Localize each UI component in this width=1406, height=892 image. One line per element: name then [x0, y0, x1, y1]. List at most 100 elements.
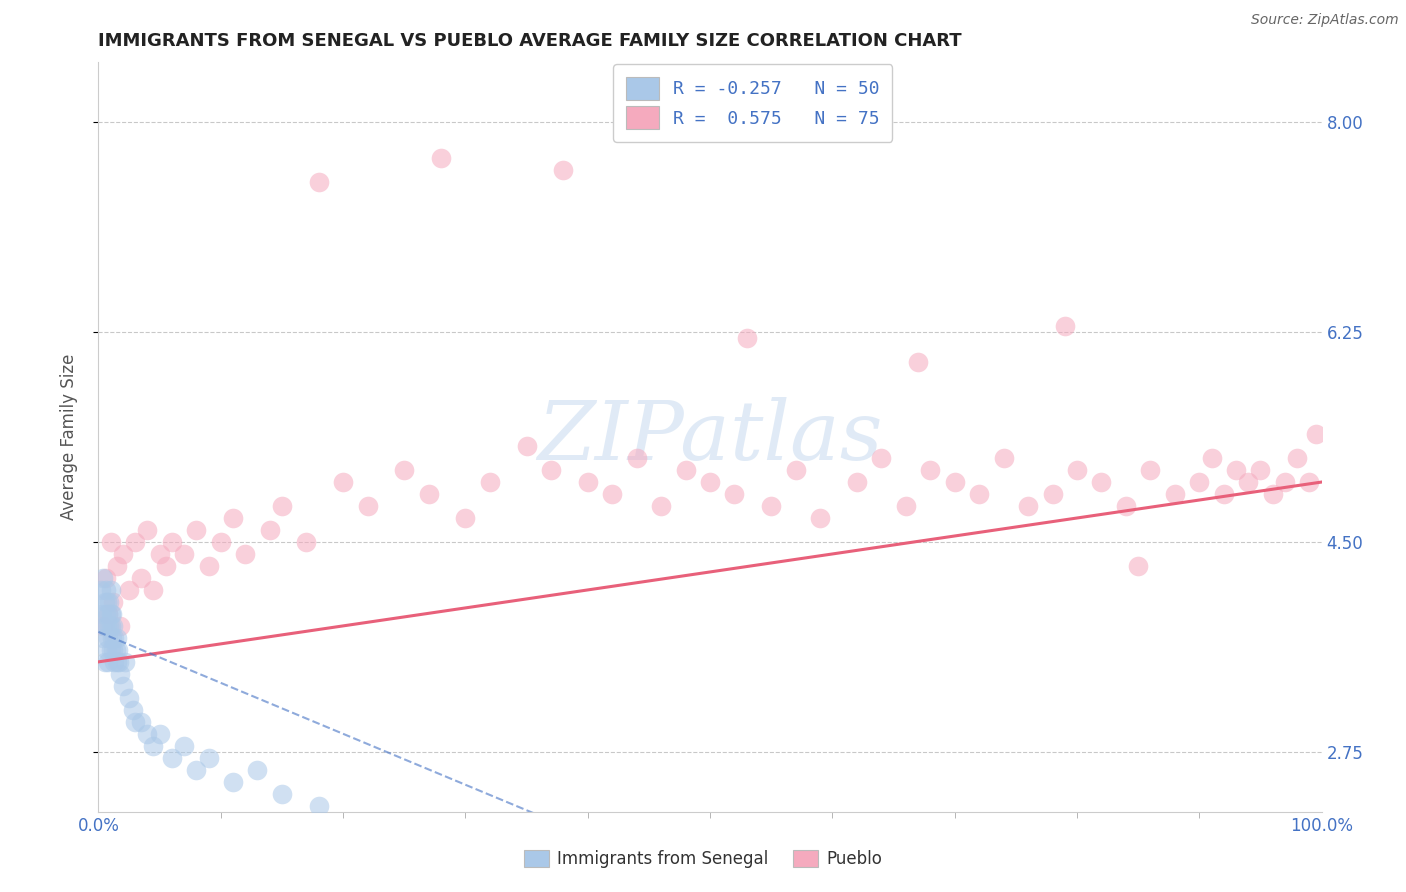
- Point: [110, 666, 132, 681]
- Point: [1274, 475, 1296, 489]
- Point: [197, 558, 219, 573]
- Point: [1042, 487, 1064, 501]
- Point: [160, 535, 183, 549]
- Point: [91, 619, 114, 633]
- Point: [100, 607, 122, 621]
- Point: [1250, 463, 1272, 477]
- Point: [91, 607, 114, 621]
- Point: [124, 714, 146, 729]
- Point: [108, 655, 131, 669]
- Point: [121, 703, 143, 717]
- Point: [142, 739, 165, 753]
- Point: [894, 499, 917, 513]
- Point: [103, 631, 125, 645]
- Point: [118, 582, 141, 597]
- Point: [392, 463, 416, 477]
- Point: [101, 607, 124, 621]
- Point: [111, 547, 134, 561]
- Point: [129, 714, 152, 729]
- Point: [650, 499, 672, 513]
- Point: [808, 511, 831, 525]
- Point: [1053, 319, 1076, 334]
- Point: [418, 487, 440, 501]
- Point: [967, 487, 990, 501]
- Point: [97, 631, 120, 645]
- Point: [111, 679, 134, 693]
- Point: [98, 619, 121, 633]
- Point: [1164, 487, 1187, 501]
- Point: [136, 523, 159, 537]
- Point: [100, 643, 122, 657]
- Point: [1066, 463, 1088, 477]
- Point: [103, 655, 125, 669]
- Point: [149, 727, 172, 741]
- Point: [222, 774, 245, 789]
- Point: [90, 582, 112, 597]
- Point: [1139, 463, 1161, 477]
- Point: [270, 499, 294, 513]
- Point: [907, 355, 929, 369]
- Point: [943, 475, 966, 489]
- Point: [785, 463, 807, 477]
- Point: [1115, 499, 1137, 513]
- Point: [675, 463, 697, 477]
- Point: [101, 631, 124, 645]
- Point: [1212, 487, 1234, 501]
- Point: [97, 607, 120, 621]
- Point: [735, 331, 758, 345]
- Point: [1237, 475, 1260, 489]
- Point: [870, 451, 893, 466]
- Point: [1090, 475, 1112, 489]
- Point: [761, 499, 783, 513]
- Point: [699, 475, 721, 489]
- Point: [94, 607, 117, 621]
- Point: [136, 727, 159, 741]
- Point: [1188, 475, 1211, 489]
- Point: [96, 643, 118, 657]
- Point: [96, 595, 118, 609]
- Point: [97, 607, 120, 621]
- Point: [222, 511, 245, 525]
- Point: [155, 558, 177, 573]
- Point: [845, 475, 868, 489]
- Point: [1305, 427, 1327, 442]
- Point: [93, 655, 115, 669]
- Point: [107, 643, 129, 657]
- Point: [332, 475, 354, 489]
- Point: [100, 619, 122, 633]
- Point: [186, 523, 208, 537]
- Text: IMMIGRANTS FROM SENEGAL VS PUEBLO AVERAGE FAMILY SIZE CORRELATION CHART: IMMIGRANTS FROM SENEGAL VS PUEBLO AVERAG…: [98, 32, 962, 50]
- Point: [259, 523, 281, 537]
- Point: [626, 451, 648, 466]
- Point: [233, 547, 256, 561]
- Point: [1225, 463, 1247, 477]
- Point: [454, 511, 477, 525]
- Point: [430, 152, 453, 166]
- Point: [105, 558, 128, 573]
- Point: [129, 571, 152, 585]
- Point: [553, 163, 575, 178]
- Point: [540, 463, 562, 477]
- Point: [101, 619, 124, 633]
- Point: [142, 582, 165, 597]
- Point: [173, 547, 195, 561]
- Point: [96, 619, 118, 633]
- Point: [308, 798, 330, 813]
- Point: [576, 475, 599, 489]
- Point: [91, 631, 114, 645]
- Point: [118, 690, 141, 705]
- Y-axis label: Average Family Size: Average Family Size: [59, 354, 77, 520]
- Point: [100, 535, 122, 549]
- Point: [94, 582, 117, 597]
- Point: [1201, 451, 1223, 466]
- Point: [104, 643, 127, 657]
- Point: [723, 487, 745, 501]
- Point: [516, 439, 538, 453]
- Point: [160, 751, 183, 765]
- Point: [93, 619, 115, 633]
- Point: [149, 547, 172, 561]
- Text: ZIPatlas: ZIPatlas: [537, 397, 883, 477]
- Point: [186, 763, 208, 777]
- Point: [600, 487, 623, 501]
- Point: [173, 739, 195, 753]
